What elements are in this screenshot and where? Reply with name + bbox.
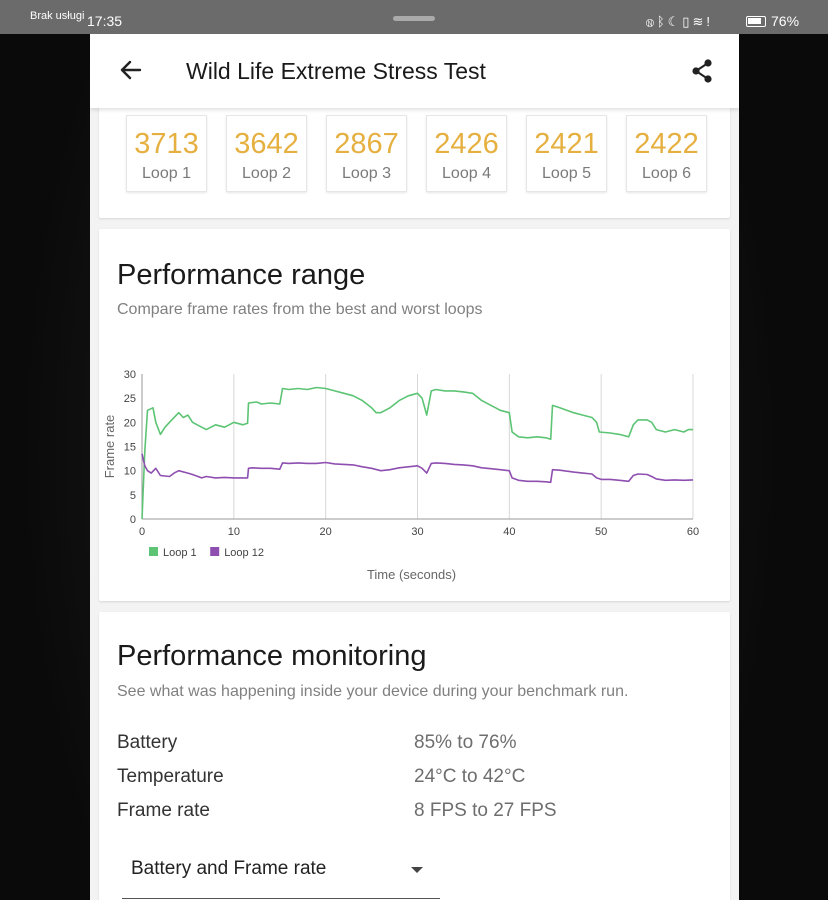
bluetooth-icon: ᛒ (656, 14, 668, 29)
wifi-icon: ≋ (692, 14, 707, 29)
frame-rate-value: 8 FPS to 27 FPS (414, 800, 557, 821)
alert-icon: ! (706, 14, 713, 29)
chevron-down-icon (411, 867, 423, 873)
frame-rate-label: Frame rate (117, 800, 210, 821)
loop-tile[interactable]: 2422 Loop 6 (626, 115, 707, 192)
y-tick-label: 30 (124, 369, 136, 381)
loop-tile[interactable]: 2426 Loop 4 (426, 115, 507, 192)
temperature-value: 24°C to 42°C (414, 766, 526, 787)
loop-tile[interactable]: 3642 Loop 2 (226, 115, 307, 192)
status-icons: Ⓝᛒ☾▯≋! (646, 14, 713, 30)
y-tick-label: 25 (124, 393, 136, 405)
section-title: Performance range (117, 259, 366, 291)
x-tick-label: 30 (411, 526, 423, 538)
loop-score: 2422 (634, 128, 699, 160)
app-bar: Wild Life Extreme Stress Test (90, 34, 739, 108)
y-tick-label: 5 (130, 490, 136, 502)
legend-label: Loop 1 (163, 547, 197, 559)
loop-label: Loop 5 (542, 165, 591, 182)
legend-label: Loop 12 (224, 547, 264, 559)
loop-score: 3713 (134, 128, 199, 160)
share-icon[interactable] (689, 58, 715, 84)
battery-icon (746, 16, 766, 27)
y-axis-label: Frame rate (102, 415, 117, 479)
y-tick-label: 10 (124, 466, 136, 478)
battery-percent: 76% (771, 13, 800, 29)
metric-select-dropdown[interactable]: Battery and Frame rate (122, 838, 440, 899)
y-tick-label: 15 (124, 442, 136, 454)
window-drag-handle[interactable] (393, 16, 435, 21)
y-tick-label: 0 (130, 514, 136, 526)
x-tick-label: 40 (503, 526, 515, 538)
status-bar: Brak usługi 17:35 Ⓝᛒ☾▯≋! 76% (0, 0, 828, 34)
loop-score: 2426 (434, 128, 499, 160)
loop-label: Loop 1 (142, 165, 191, 182)
back-arrow-icon[interactable] (118, 57, 144, 83)
x-tick-label: 10 (228, 526, 240, 538)
app-window: Wild Life Extreme Stress Test 3713 Loop … (90, 34, 739, 900)
loop-tile[interactable]: 2867 Loop 3 (326, 115, 407, 192)
legend-swatch (149, 547, 158, 556)
y-tick-label: 20 (124, 417, 136, 429)
x-tick-label: 50 (595, 526, 607, 538)
nfc-icon: Ⓝ (646, 14, 657, 29)
x-axis-label: Time (seconds) (367, 567, 456, 582)
carrier-text: Brak usługi (30, 10, 85, 22)
performance-range-card: Performance range Compare frame rates fr… (99, 229, 730, 601)
performance-monitoring-card: Performance monitoring See what was happ… (99, 612, 730, 900)
series-line-2 (141, 453, 694, 484)
loop-label: Loop 3 (342, 165, 391, 182)
page-title: Wild Life Extreme Stress Test (186, 58, 486, 84)
vibrate-icon: ▯ (682, 14, 693, 29)
section-title: Performance monitoring (117, 640, 427, 672)
loop-score: 2421 (534, 128, 599, 160)
x-tick-label: 60 (687, 526, 699, 538)
temperature-label: Temperature (117, 766, 224, 787)
legend-swatch (210, 547, 220, 556)
loop-tile[interactable]: 2421 Loop 5 (526, 115, 607, 192)
loop-label: Loop 2 (242, 165, 291, 182)
loop-label: Loop 4 (442, 165, 491, 182)
x-tick-label: 20 (320, 526, 332, 538)
loop-score: 2867 (334, 128, 399, 160)
dropdown-value: Battery and Frame rate (131, 858, 327, 879)
battery-label: Battery (117, 732, 178, 753)
loop-scores-card: 3713 Loop 1 3642 Loop 2 2867 Loop 3 2426… (99, 94, 730, 218)
loop-label: Loop 6 (642, 165, 691, 182)
clock: 17:35 (87, 13, 123, 29)
loop-tile[interactable]: 3713 Loop 1 (126, 115, 207, 192)
frame-rate-chart: 0 5 10 15 20 25 30 0 10 20 30 40 50 60 Frame rate Time … (102, 369, 699, 582)
x-tick-label: 0 (139, 526, 145, 538)
series-line-1 (141, 386, 693, 520)
section-subtitle: Compare frame rates from the best and wo… (117, 301, 483, 318)
moon-icon: ☾ (667, 14, 683, 29)
battery-value: 85% to 76% (414, 732, 517, 753)
loop-score: 3642 (234, 128, 299, 160)
section-subtitle: See what was happening inside your devic… (117, 683, 629, 700)
